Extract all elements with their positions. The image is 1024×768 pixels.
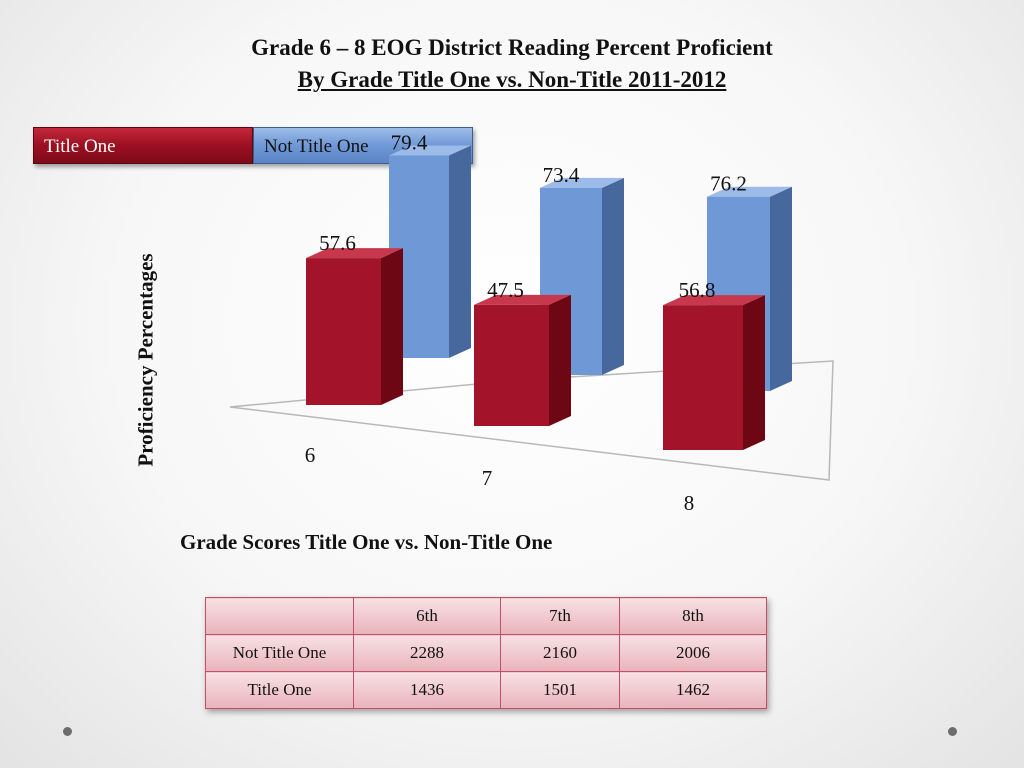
title-one-bar-8-top [663, 295, 765, 306]
corner-dot-left [63, 727, 72, 736]
table-header-row: 6th 7th 8th [205, 597, 767, 635]
x-tick-label-7: 7 [482, 466, 493, 490]
chart-subtitle: By Grade Title One vs. Non-Title 2011-20… [297, 67, 727, 92]
title-one-bar-8-value-label: 56.8 [679, 278, 716, 302]
title-one-bar-6-value-label: 57.6 [319, 231, 356, 255]
corner-dot-right [948, 727, 957, 736]
not-title-one-bar-6-value-label: 79.4 [391, 131, 428, 155]
table-cell: 2006 [619, 634, 767, 672]
table-header-cell [205, 597, 354, 635]
title-one-bar-7-value-label: 47.5 [487, 278, 524, 302]
legend-item-title-one: Title One [33, 127, 253, 164]
table-row: Not Title One 2288 2160 2006 [205, 634, 767, 672]
table-cell: 2288 [353, 634, 501, 672]
table-header-cell: 6th [353, 597, 501, 635]
not-title-one-bar-7-side [602, 177, 624, 375]
title-one-bar-8-side [743, 295, 765, 450]
title-one-bar-6 [306, 258, 381, 405]
title-one-bar-7 [474, 304, 549, 426]
not-title-one-bar-7-value-label: 73.4 [543, 163, 580, 187]
legend: Title One Not Title One [33, 127, 473, 164]
x-axis-title: Grade Scores Title One vs. Non-Title One [180, 530, 553, 554]
table-cell: Not Title One [205, 634, 354, 672]
x-tick-label-8: 8 [684, 491, 695, 515]
table-header-cell: 7th [500, 597, 620, 635]
y-axis-label: Proficiency Percentages [133, 253, 158, 467]
chart-title: Grade 6 – 8 EOG District Reading Percent… [251, 35, 773, 60]
x-tick-label-6: 6 [305, 443, 316, 467]
title-one-bar-6-top [306, 248, 403, 259]
table-cell: Title One [205, 671, 354, 709]
title-one-bar-7-top [474, 294, 571, 305]
table-cell: 2160 [500, 634, 620, 672]
table-row: Title One 1436 1501 1462 [205, 671, 767, 709]
table-header-cell: 8th [619, 597, 767, 635]
not-title-one-bar-8-side [770, 186, 792, 391]
title-one-bar-8 [663, 305, 743, 450]
chart-floor-outline [229, 360, 834, 481]
not-title-one-bar-6-side [449, 145, 471, 358]
title-one-bar-6-side [381, 248, 403, 405]
table-cell: 1436 [353, 671, 501, 709]
not-title-one-bar-7-top [540, 177, 624, 188]
not-title-one-bar-6-top [389, 145, 471, 156]
table-cell: 1462 [619, 671, 767, 709]
not-title-one-bar-8-value-label: 76.2 [710, 172, 747, 196]
title-one-bar-7-side [549, 294, 571, 426]
not-title-one-bar-8-top [707, 186, 792, 197]
table-cell: 1501 [500, 671, 620, 709]
data-table: 6th 7th 8th Not Title One 2288 2160 2006… [205, 597, 767, 709]
